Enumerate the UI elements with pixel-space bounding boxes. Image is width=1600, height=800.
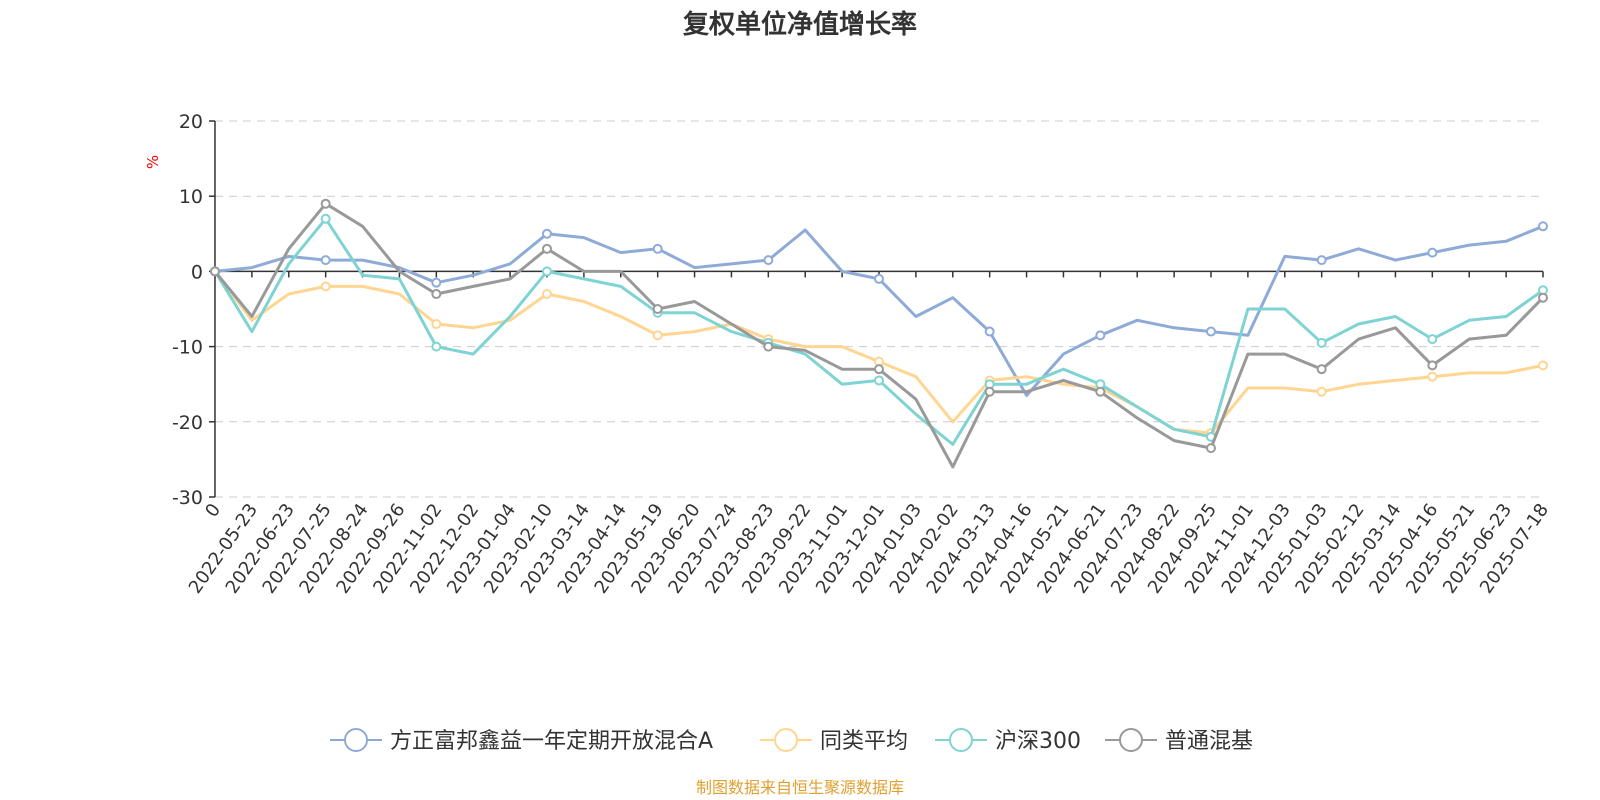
- legend-swatch-marker: [949, 728, 973, 752]
- data-point: [874, 273, 884, 284]
- legend-label: 方正富邦鑫益一年定期开放混合A: [390, 729, 713, 754]
- data-point: [320, 255, 331, 266]
- data-point: [763, 255, 774, 266]
- data-point: [1427, 247, 1438, 258]
- legend-label: 同类平均: [820, 729, 908, 754]
- data-point: [431, 288, 442, 299]
- data-point: [320, 213, 331, 224]
- data-point: [1427, 371, 1438, 382]
- data-point: [1538, 360, 1548, 371]
- data-point: [542, 288, 552, 299]
- legend-item-1[interactable]: 同类平均: [760, 728, 908, 754]
- data-point: [1316, 386, 1327, 397]
- data-point: [763, 341, 774, 352]
- data-point: [1538, 221, 1548, 232]
- legend: 方正富邦鑫益一年定期开放混合A 同类平均 沪深300 普通混基: [330, 728, 1253, 754]
- data-point: [652, 304, 663, 314]
- data-point: [1206, 443, 1216, 454]
- series-3: [210, 198, 1548, 469]
- data-point: [984, 386, 995, 397]
- data-point: [1427, 360, 1438, 371]
- y-tick-label: 10: [179, 186, 203, 208]
- legend-swatch-marker: [774, 728, 798, 752]
- legend-swatch-marker: [1119, 728, 1143, 752]
- y-tick-label: 0: [191, 261, 203, 283]
- y-tick-label: -30: [172, 487, 203, 509]
- data-point: [431, 277, 442, 288]
- legend-label: 普通混基: [1165, 729, 1253, 754]
- data-point: [431, 319, 442, 330]
- data-point: [542, 266, 552, 277]
- data-source-note: 制图数据来自恒生聚源数据库: [696, 778, 904, 797]
- data-point: [1538, 292, 1548, 303]
- data-point: [652, 243, 663, 254]
- y-tick-label: -20: [172, 412, 203, 434]
- data-point: [431, 341, 442, 352]
- data-point: [984, 326, 995, 337]
- data-point: [542, 243, 552, 254]
- data-point: [542, 228, 552, 239]
- legend-swatch-marker: [344, 728, 368, 752]
- chart-title: 复权单位净值增长率: [683, 9, 917, 40]
- legend-item-0[interactable]: 方正富邦鑫益一年定期开放混合A: [330, 728, 713, 754]
- series-2: [210, 213, 1548, 446]
- legend-item-2[interactable]: 沪深300: [935, 728, 1081, 754]
- x-tick-label: 0: [201, 500, 225, 521]
- data-point: [1316, 337, 1327, 348]
- data-point: [652, 330, 663, 341]
- series-line: [213, 202, 1545, 469]
- series-layer: [210, 198, 1548, 469]
- data-point: [1316, 255, 1327, 266]
- data-point: [1316, 364, 1327, 375]
- legend-label: 沪深300: [995, 729, 1081, 754]
- series-1: [210, 266, 1548, 439]
- y-axis-unit: %: [144, 155, 162, 169]
- data-point: [320, 281, 331, 292]
- y-tick-label: -10: [172, 337, 203, 359]
- data-point: [1095, 386, 1106, 397]
- data-point: [874, 364, 884, 375]
- legend-item-3[interactable]: 普通混基: [1105, 728, 1253, 754]
- data-point: [1095, 330, 1106, 341]
- data-point: [1206, 326, 1216, 337]
- data-point: [874, 375, 884, 386]
- data-point: [210, 266, 220, 277]
- data-point: [1427, 334, 1438, 345]
- data-point: [320, 198, 331, 209]
- y-tick-label: 20: [179, 111, 203, 133]
